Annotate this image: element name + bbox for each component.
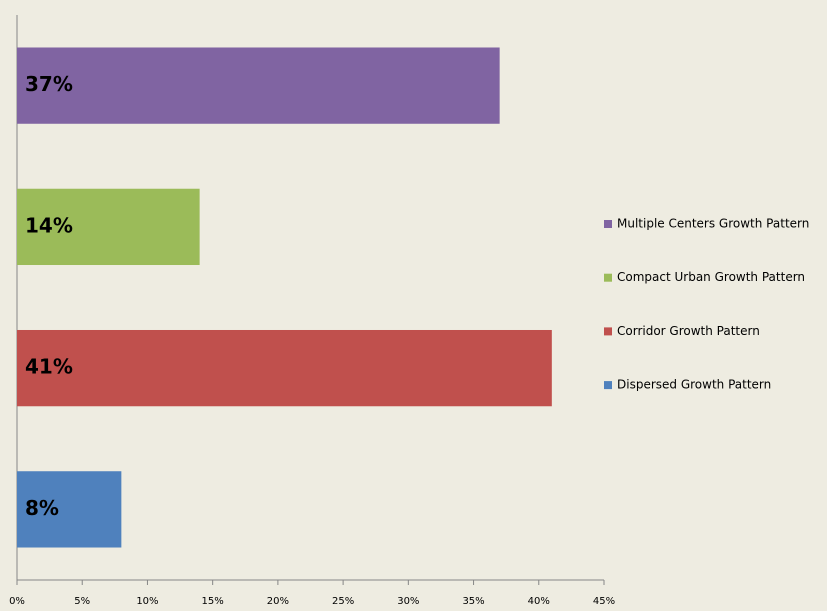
x-tick-label: 10% — [136, 596, 158, 607]
data-label: 41% — [25, 355, 73, 379]
x-tick-label: 45% — [593, 596, 615, 607]
x-tick-label: 25% — [332, 596, 354, 607]
legend-swatch — [604, 381, 612, 390]
data-label: 8% — [25, 496, 59, 520]
legend-label: Dispersed Growth Pattern — [617, 378, 771, 392]
bar — [17, 329, 552, 407]
data-label: 37% — [25, 72, 73, 96]
bar — [17, 47, 500, 124]
x-tick-label: 40% — [528, 596, 550, 607]
x-tick-label: 35% — [462, 596, 484, 607]
bar — [17, 471, 122, 548]
legend-label: Corridor Growth Pattern — [617, 324, 760, 338]
legend-swatch — [604, 220, 612, 228]
legend-swatch — [604, 327, 612, 336]
x-tick-label: 5% — [74, 596, 90, 607]
legend-label: Multiple Centers Growth Pattern — [617, 217, 809, 231]
x-tick-label: 15% — [202, 596, 224, 607]
x-tick-label: 0% — [9, 596, 25, 607]
data-label: 14% — [25, 213, 73, 237]
bar — [17, 188, 200, 266]
legend-label: Compact Urban Growth Pattern — [617, 270, 805, 284]
legend-swatch — [604, 273, 612, 282]
x-tick-label: 20% — [267, 596, 289, 607]
x-tick-label: 30% — [397, 596, 419, 607]
